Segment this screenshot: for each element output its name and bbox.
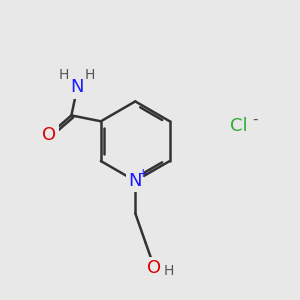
Text: Cl: Cl	[230, 117, 247, 135]
Text: O: O	[147, 259, 161, 277]
Text: H: H	[164, 264, 174, 278]
Text: +: +	[137, 167, 148, 180]
Text: H: H	[85, 68, 95, 82]
Text: O: O	[42, 125, 56, 143]
Text: H: H	[59, 68, 69, 82]
Text: -: -	[252, 112, 257, 127]
Text: N: N	[70, 78, 84, 96]
Text: N: N	[128, 172, 142, 190]
